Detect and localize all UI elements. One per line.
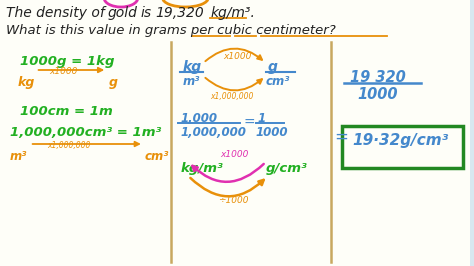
- Text: kg/m³.: kg/m³.: [210, 6, 255, 20]
- Text: kg: kg: [18, 76, 35, 89]
- Text: x1000: x1000: [50, 67, 78, 76]
- Text: cm³: cm³: [266, 75, 290, 88]
- Text: 19,320: 19,320: [155, 6, 204, 20]
- Text: 1,000,000cm³ = 1m³: 1,000,000cm³ = 1m³: [10, 126, 161, 139]
- Text: What is this value in grams per cubic centimeter?: What is this value in grams per cubic ce…: [6, 24, 336, 37]
- Text: g: g: [268, 60, 278, 74]
- Text: gold: gold: [107, 6, 137, 20]
- Text: is: is: [141, 6, 152, 20]
- Text: 1,000: 1,000: [181, 112, 218, 125]
- Text: 1: 1: [258, 112, 266, 125]
- FancyBboxPatch shape: [342, 126, 463, 168]
- Text: 19·32g/cm³: 19·32g/cm³: [352, 133, 448, 148]
- Text: 1000: 1000: [357, 87, 397, 102]
- Text: kg: kg: [182, 60, 201, 74]
- Text: 1000: 1000: [256, 126, 288, 139]
- Text: x1,000,000: x1,000,000: [47, 141, 91, 150]
- Text: 100cm = 1m: 100cm = 1m: [20, 105, 113, 118]
- Text: =: =: [244, 116, 255, 130]
- Text: 1000g = 1kg: 1000g = 1kg: [20, 55, 114, 68]
- Text: 1,000,000: 1,000,000: [181, 126, 246, 139]
- Text: 19 320: 19 320: [350, 70, 406, 85]
- Text: m³: m³: [10, 150, 27, 163]
- Text: x1,000,000: x1,000,000: [210, 92, 254, 101]
- Text: ÷1000: ÷1000: [218, 196, 249, 205]
- Text: The density of: The density of: [6, 6, 105, 20]
- Text: g/cm³: g/cm³: [266, 162, 308, 175]
- Text: cm³: cm³: [145, 150, 169, 163]
- Text: =: =: [334, 128, 348, 146]
- Text: x1000: x1000: [220, 150, 248, 159]
- Text: x1000: x1000: [223, 52, 252, 61]
- Text: kg/m³: kg/m³: [181, 162, 223, 175]
- Text: m³: m³: [182, 75, 200, 88]
- Text: g: g: [109, 76, 118, 89]
